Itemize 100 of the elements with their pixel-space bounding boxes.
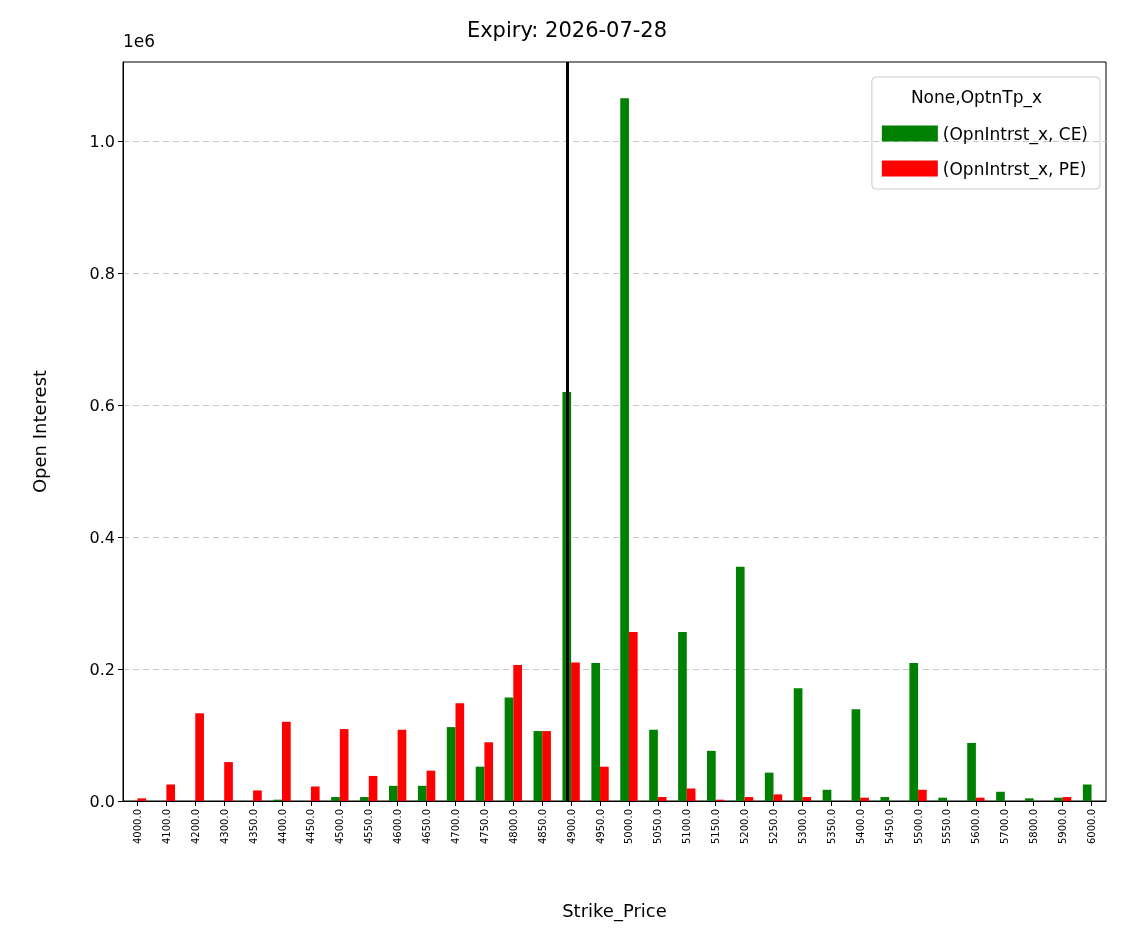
bar	[735, 566, 745, 801]
x-tick-label: 4750.0	[478, 809, 490, 844]
bar	[455, 703, 465, 801]
x-tick-label: 5100.0	[681, 809, 693, 844]
bar	[678, 632, 687, 801]
bar	[253, 790, 262, 801]
y-tick-label: 0.8	[89, 263, 115, 283]
text: 1e6	[123, 30, 156, 51]
x-tick-label: 5450.0	[883, 809, 895, 844]
bar	[793, 688, 803, 801]
bar	[967, 742, 976, 801]
x-tick-label: 5350.0	[825, 809, 837, 844]
bar	[600, 766, 609, 801]
y-tick-label: 0.4	[89, 527, 115, 547]
bar	[331, 797, 340, 801]
bar	[571, 662, 580, 801]
bar	[851, 709, 861, 801]
bar	[446, 727, 456, 801]
bar	[224, 762, 233, 801]
bar	[417, 785, 427, 801]
bar	[513, 665, 522, 801]
x-tick-label: 4850.0	[536, 809, 548, 844]
bar	[1025, 798, 1034, 801]
bar	[310, 786, 320, 801]
bar	[504, 697, 514, 801]
x-tick-label: 5250.0	[768, 809, 780, 844]
x-tick-label: 5600.0	[970, 809, 982, 844]
bar	[195, 713, 204, 801]
x-tick-label: 4800.0	[507, 809, 519, 844]
bar	[591, 663, 601, 801]
chart-title: Expiry: 2026-07-28	[466, 17, 668, 42]
bar	[542, 731, 551, 801]
bar	[657, 797, 667, 801]
x-tick-label: 5000.0	[623, 809, 635, 844]
x-tick-label: 4500.0	[334, 809, 346, 844]
bar	[764, 772, 774, 801]
x-tick-label: 4000.0	[131, 809, 143, 844]
x-tick-label: 5900.0	[1057, 809, 1069, 844]
bar	[822, 789, 832, 801]
x-tick-label: 5400.0	[854, 809, 866, 844]
bar	[397, 729, 407, 801]
bar	[975, 797, 985, 801]
x-tick-label: 4350.0	[247, 809, 259, 844]
x-tick-label: 5500.0	[912, 809, 924, 844]
x-axis-title: Strike_Price	[562, 899, 667, 922]
bar	[909, 663, 919, 801]
bar	[707, 750, 716, 801]
bar	[686, 788, 696, 801]
bar	[938, 797, 947, 801]
bar	[475, 766, 485, 801]
bar	[1082, 784, 1092, 801]
x-tick-label: 4900.0	[565, 809, 577, 844]
bar	[426, 770, 436, 801]
x-tick-label: 5050.0	[652, 809, 664, 844]
x-tick-label: 4300.0	[218, 809, 230, 844]
x-tick-label: 4950.0	[594, 809, 606, 844]
bar	[860, 797, 869, 801]
x-tick-label: 4400.0	[276, 809, 288, 844]
legend-label: (OpnIntrst_x, PE)	[942, 158, 1087, 180]
y-tick-label: 0.6	[89, 395, 115, 415]
bar	[339, 729, 349, 801]
y-tick-label: 0.0	[89, 791, 115, 811]
x-tick-label: 4200.0	[189, 809, 201, 844]
x-tick-label: 4700.0	[449, 809, 461, 844]
y-axis-title: Open Interest	[28, 369, 50, 494]
x-tick-label: 4650.0	[421, 809, 433, 844]
bar	[166, 784, 176, 801]
x-tick-label: 5800.0	[1028, 809, 1040, 844]
x-tick-label: 6000.0	[1086, 809, 1098, 844]
bar	[137, 798, 147, 801]
x-tick-label: 5700.0	[999, 809, 1011, 844]
x-tick-label: 5550.0	[941, 809, 953, 844]
bar	[388, 785, 398, 801]
bar	[996, 791, 1005, 801]
x-tick-label: 5150.0	[710, 809, 722, 844]
legend-label: (OpnIntrst_x, CE)	[942, 123, 1088, 145]
bar	[360, 797, 369, 801]
bar	[802, 797, 812, 801]
x-tick-label: 4600.0	[392, 809, 404, 844]
bar	[773, 794, 783, 801]
bar	[649, 729, 658, 801]
bar	[1062, 797, 1072, 801]
bar	[628, 632, 638, 801]
x-tick-label: 5300.0	[796, 809, 808, 844]
y-tick-label: 1.0	[89, 131, 115, 151]
bar	[744, 797, 754, 801]
x-tick-label: 4550.0	[363, 809, 375, 844]
legend-title: None,OptnTp_x	[910, 86, 1043, 108]
bar	[282, 721, 291, 801]
bar	[368, 775, 378, 801]
x-tick-label: 4100.0	[160, 809, 172, 844]
x-tick-label: 5200.0	[739, 809, 751, 844]
bar	[484, 742, 494, 801]
bar	[1053, 797, 1063, 801]
bar	[880, 797, 890, 801]
bar	[620, 98, 629, 801]
bar	[533, 731, 543, 801]
x-tick-label: 4450.0	[305, 809, 317, 844]
bar	[918, 789, 927, 801]
y-tick-label: 0.2	[89, 659, 115, 679]
